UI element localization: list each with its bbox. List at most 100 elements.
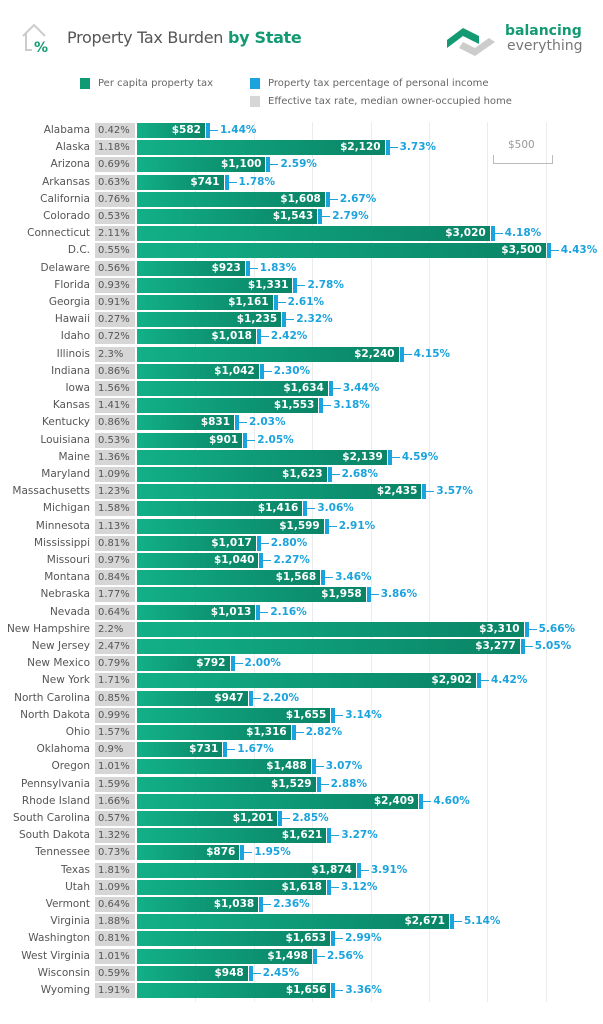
income-pct-marker (266, 157, 271, 173)
state-label: Ohio (65, 726, 90, 738)
row-kentucky: Kentucky 0.86% $831 2.03% (0, 415, 603, 431)
per-capita-bar: $582 (137, 123, 205, 138)
state-label: South Dakota (18, 829, 90, 842)
state-label: Oregon (51, 760, 90, 773)
per-capita-label: $923 (211, 261, 241, 274)
income-pct-connector (524, 646, 533, 647)
per-capita-bar: $901 (137, 432, 243, 448)
income-pct-connector (260, 611, 269, 613)
row-nebraska: Nebraska 1.77% $1,958 3.86% (0, 587, 603, 603)
income-pct-marker (245, 260, 250, 276)
gridline (429, 122, 430, 1002)
income-pct-label: 1.78% (238, 175, 275, 188)
income-pct-label: 2.88% (330, 777, 368, 790)
state-label: Kansas (52, 399, 90, 412)
state-label: California (40, 192, 90, 205)
row-washington: Washington 0.81% $1,653 2.99% (0, 931, 603, 947)
per-capita-bar: $1,618 (137, 879, 326, 895)
effective-rate-label: 0.27% (95, 312, 135, 328)
state-label: Nevada (49, 605, 90, 618)
per-capita-bar: $3,500 (137, 243, 546, 259)
per-capita-bar: $1,017 (137, 535, 256, 551)
per-capita-label: $2,139 (342, 450, 383, 463)
per-capita-label: $2,240 (354, 347, 395, 360)
income-pct-label: 2.32% (296, 313, 333, 326)
effective-rate-label: 0.81% (95, 931, 135, 947)
per-capita-bar: $1,161 (137, 295, 273, 310)
row-illinois: Illinois 2.3% $2,240 4.15% (0, 346, 603, 362)
row-iowa: Iowa 1.56% $1,634 3.44% (0, 381, 603, 396)
per-capita-label: $1,653 (285, 932, 327, 945)
state-label: Pennsylvania (21, 777, 90, 790)
income-pct-label: 2.42% (270, 330, 308, 343)
income-pct-marker (311, 759, 316, 775)
row-nevada: Nevada 0.64% $1,013 2.16% (0, 604, 603, 620)
per-capita-bar: $1,653 (137, 931, 331, 947)
income-pct-connector (209, 130, 218, 131)
state-label: North Carolina (14, 691, 90, 704)
per-capita-label: $1,161 (228, 296, 269, 308)
per-capita-bar: $1,316 (137, 725, 291, 740)
effective-rate-label: 2.2% (95, 621, 135, 637)
per-capita-label: $1,958 (321, 588, 362, 601)
income-pct-label: 3.86% (380, 588, 418, 601)
effective-rate-label: 0.64% (95, 897, 135, 912)
row-kansas: Kansas 1.41% $1,553 3.18% (0, 398, 603, 414)
per-capita-label: $1,655 (285, 708, 327, 721)
income-pct-label: 2.68% (341, 468, 378, 480)
per-capita-bar: $1,416 (137, 501, 303, 517)
effective-rate-label: 0.86% (95, 415, 135, 431)
income-pct-label: 2.16% (270, 605, 307, 618)
income-pct-label: 5.05% (534, 640, 572, 652)
per-capita-bar: $1,038 (137, 897, 259, 912)
income-pct-marker (318, 209, 323, 224)
per-capita-bar: $3,020 (137, 226, 490, 242)
state-label: Wyoming (40, 984, 90, 996)
gridline (312, 122, 314, 1002)
income-pct-label: 3.12% (340, 880, 378, 893)
effective-rate-label: 1.88% (95, 914, 135, 930)
per-capita-label: $1,553 (273, 399, 315, 412)
row-vermont: Vermont 0.64% $1,038 2.36% (0, 897, 603, 912)
state-label: Alabama (43, 124, 90, 136)
row-louisiana: Louisiana 0.53% $901 2.05% (0, 432, 603, 448)
effective-rate-label: 0.56% (95, 260, 135, 276)
effective-rate-label: 1.18% (95, 140, 135, 156)
per-capita-bar: $2,120 (137, 140, 385, 156)
state-label: Hawaii (54, 313, 90, 326)
state-label: Texas (60, 863, 90, 876)
per-capita-bar: $1,568 (137, 570, 321, 586)
row-west-virginia: West Virginia 1.01% $1,498 2.56% (0, 948, 603, 964)
income-pct-label: 3.14% (345, 708, 382, 721)
per-capita-label: $947 (214, 691, 244, 704)
state-label: Arkansas (42, 175, 90, 188)
per-capita-label: $1,040 (213, 554, 255, 566)
per-capita-label: $1,042 (214, 364, 255, 377)
scale-label: $500 (508, 139, 535, 151)
income-pct-connector (332, 388, 341, 389)
per-capita-bar: $1,042 (137, 363, 259, 379)
row-texas: Texas 1.81% $1,874 3.91% (0, 862, 603, 878)
income-pct-connector (252, 972, 261, 974)
income-pct-marker (316, 776, 321, 792)
effective-rate-label: 1.13% (95, 518, 135, 534)
per-capita-bar: $1,874 (137, 862, 356, 878)
income-pct-label: 2.30% (273, 364, 311, 377)
income-pct-label: 2.00% (244, 657, 281, 670)
income-pct-label: 3.57% (436, 485, 473, 498)
per-capita-bar: $2,671 (137, 914, 449, 930)
state-label: Kentucky (42, 416, 90, 429)
state-label: Arizona (50, 158, 90, 171)
per-capita-label: $2,409 (373, 794, 415, 807)
per-capita-bar: $1,488 (137, 759, 311, 775)
income-pct-connector (252, 697, 261, 699)
state-label: Iowa (65, 382, 90, 394)
per-capita-bar: $1,656 (137, 983, 331, 998)
income-pct-marker (366, 587, 371, 603)
per-capita-label: $2,435 (376, 485, 418, 498)
state-label: Mississippi (34, 536, 90, 549)
income-pct-connector (335, 990, 344, 991)
effective-rate-label: 0.81% (95, 535, 135, 551)
income-pct-connector (325, 577, 334, 579)
